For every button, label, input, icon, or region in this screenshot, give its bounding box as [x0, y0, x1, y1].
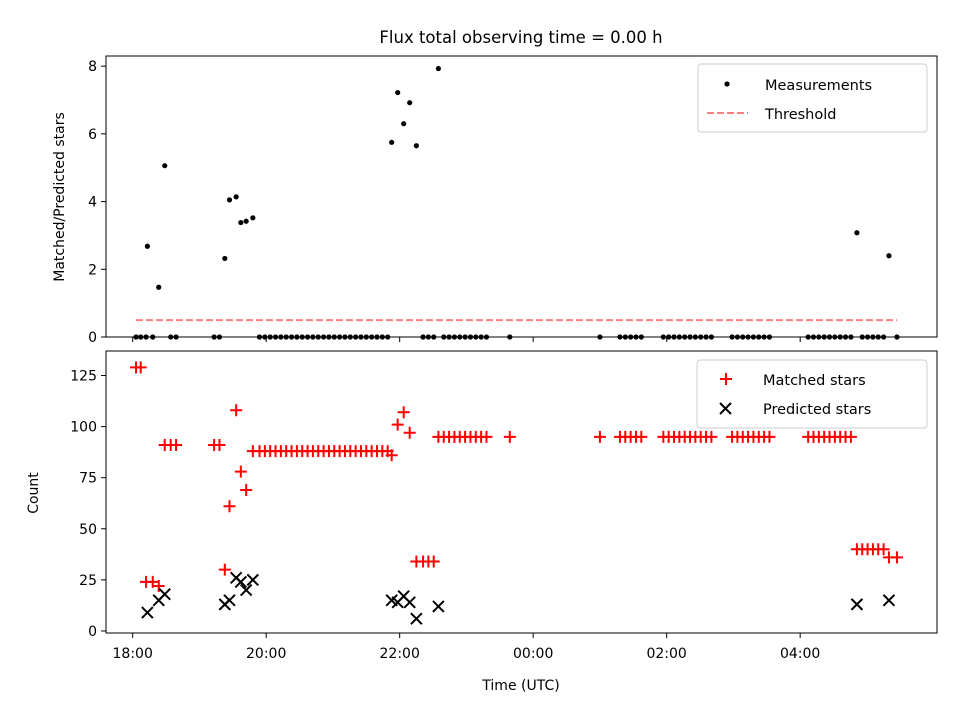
measurement-point: [156, 284, 162, 290]
predicted-star-point: [403, 596, 416, 609]
matched-star-point: [385, 449, 398, 462]
matched-star-point: [593, 430, 606, 443]
predicted-stars-legend-label: Predicted stars: [763, 402, 871, 418]
matched-star-point: [763, 430, 776, 443]
top-y-axis-label: Matched/Predicted stars: [52, 112, 68, 282]
predicted-star-point: [223, 594, 236, 607]
bottom-y-tick-label: 100: [70, 420, 97, 436]
bottom-y-axis-label: Count: [26, 472, 42, 514]
top-y-tick-label: 4: [88, 195, 97, 211]
matched-star-point: [480, 430, 493, 443]
threshold-legend-label: Threshold: [764, 107, 836, 123]
matched-star-point: [403, 426, 416, 439]
matched-star-point: [503, 430, 516, 443]
measurement-point: [243, 218, 249, 224]
bottom-plot-area: [130, 361, 903, 625]
measurement-point: [435, 65, 441, 72]
bottom-x-tick-label: 04:00: [780, 646, 820, 662]
measurement-point: [226, 197, 233, 203]
top-y-tick-label: 8: [88, 59, 97, 75]
top-y-ticks: 0 2 4 6 8: [88, 59, 106, 346]
bottom-y-tick-label: 125: [70, 369, 97, 385]
bottom-y-tick-label: 50: [79, 522, 97, 538]
bottom-x-tick-label: 00:00: [513, 646, 553, 662]
bottom-panel: Count Time (UTC) 0 25 50 75 100 125 18:00 20:0…: [26, 350, 938, 694]
predicted-star-point: [850, 598, 864, 611]
bottom-y-ticks: 0 25 50 75 100 125: [70, 369, 106, 640]
measurement-point: [401, 121, 407, 127]
measurement-point: [162, 163, 168, 169]
predicted-stars-legend-marker: [719, 402, 732, 415]
predicted-star-point: [141, 606, 154, 619]
matched-star-point: [705, 430, 718, 443]
matched-star-point: [213, 439, 226, 451]
bottom-y-tick-label: 0: [88, 624, 97, 640]
top-y-tick-label: 0: [88, 330, 97, 346]
measurement-point: [395, 89, 401, 96]
measurement-point: [250, 215, 256, 221]
bottom-y-tick-label: 25: [79, 573, 97, 589]
bottom-x-tick-label: 22:00: [380, 646, 420, 662]
bottom-x-tick-label: 18:00: [113, 646, 153, 662]
measurement-point: [407, 100, 413, 106]
top-x-ticks: [132, 337, 801, 342]
matched-star-point: [218, 563, 231, 576]
top-title: Flux total observing time = 0.00 h: [379, 28, 662, 47]
bottom-x-axis-label: Time (UTC): [481, 678, 559, 694]
measurement-point: [886, 253, 892, 259]
top-panel: Flux total observing time = 0.00 h Match…: [52, 28, 938, 346]
bottom-x-tick-label: 02:00: [646, 646, 686, 662]
predicted-star-point: [158, 587, 171, 601]
predicted-star-point: [239, 583, 253, 597]
matched-star-point: [223, 500, 236, 513]
measurement-point: [389, 139, 395, 145]
matched-star-point: [170, 439, 183, 451]
matched-star-point: [152, 580, 165, 592]
matched-star-point: [877, 543, 890, 556]
matched-stars-legend-label: Matched stars: [763, 373, 866, 389]
top-legend-box: [697, 63, 928, 133]
measurement-point: [413, 143, 419, 149]
predicted-star-point: [882, 594, 896, 607]
predicted-star-point: [246, 573, 260, 587]
predicted-star-point: [432, 600, 445, 613]
matched-star-point: [844, 430, 857, 443]
matched-star-point: [890, 551, 903, 564]
top-y-tick-label: 2: [88, 262, 97, 278]
bottom-x-tick-label: 20:00: [246, 646, 286, 662]
matched-star-point: [240, 483, 253, 496]
measurement-point: [238, 219, 244, 226]
matched-star-point: [635, 430, 648, 443]
bottom-y-tick-label: 75: [79, 471, 97, 487]
top-axes-frame: [105, 55, 938, 338]
matched-star-point: [146, 575, 159, 588]
measurement-point: [222, 255, 228, 262]
matched-star-point: [134, 361, 147, 374]
measurements-legend-marker: [724, 81, 730, 87]
top-y-tick-label: 6: [88, 127, 97, 143]
bottom-legend-box: [696, 359, 928, 429]
measurement-point: [854, 230, 860, 236]
matched-star-point: [234, 465, 247, 478]
predicted-star-point: [234, 575, 248, 589]
matched-star-point: [391, 418, 404, 431]
bottom-x-ticks: 18:00 20:00 22:00 00:00 02:00 04:00: [113, 633, 820, 662]
top-legend: Measurements Threshold: [697, 63, 928, 133]
matched-stars-legend-marker: [720, 373, 732, 385]
measurements-legend-label: Measurements: [765, 78, 872, 94]
bottom-legend: Matched stars Predicted stars: [696, 359, 928, 429]
predicted-star-point: [410, 612, 423, 625]
matched-star-point: [230, 404, 243, 417]
measurement-point: [144, 243, 150, 249]
matched-star-point: [397, 406, 410, 419]
matched-star-point: [427, 555, 440, 568]
bottom-axes-frame: [105, 350, 938, 634]
measurement-point: [233, 194, 239, 200]
